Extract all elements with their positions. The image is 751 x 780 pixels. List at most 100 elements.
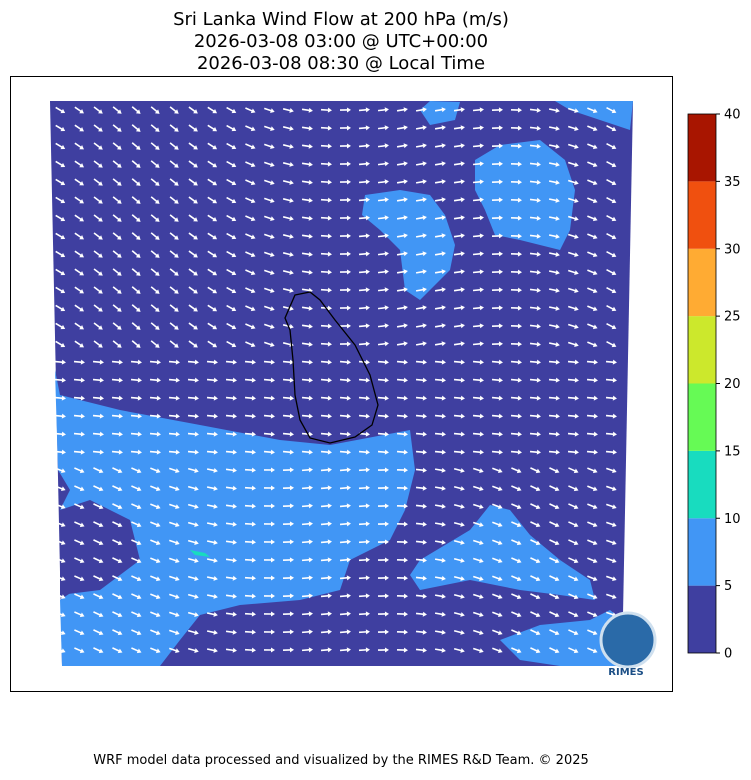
wind-arrow [358,107,370,113]
wind-arrow [434,539,446,545]
wind-arrow [93,521,104,528]
wind-arrow [453,107,465,113]
wind-arrow [339,179,351,185]
wind-arrow [453,468,465,473]
wind-arrow [245,179,256,186]
wind-arrow [415,575,427,581]
wind-arrow [320,521,332,527]
wind-arrow [244,557,256,563]
wind-arrow [510,323,522,329]
wind-arrow [453,431,465,437]
wind-arrow [112,485,123,492]
wind-arrow [169,214,179,222]
wind-arrow [111,377,123,383]
wind-arrow [73,377,85,383]
wind-arrow [74,593,85,600]
wind-arrow [282,198,294,203]
wind-arrow [169,322,179,330]
wind-arrow [282,575,294,581]
wind-arrow [244,449,256,455]
wind-arrow [453,341,465,347]
wind-arrow [548,179,560,185]
wind-arrow [396,341,408,347]
wind-arrow [93,557,104,564]
wind-arrow [472,395,484,401]
wind-arrow [263,395,275,401]
wind-arrow [396,467,408,473]
wind-arrow [55,268,66,276]
wind-arrow [282,126,294,131]
wind-arrow [263,593,275,599]
wind-arrow [207,160,218,168]
wind-arrow [188,178,198,186]
wind-arrow [263,557,275,563]
wind-arrow [245,107,256,114]
wind-arrow [567,449,579,455]
wind-arrow [131,160,141,168]
wind-arrow [245,143,256,150]
wind-arrow [74,557,85,564]
wind-arrow [206,431,218,437]
wind-arrow [339,467,351,473]
wind-arrow [301,521,313,527]
wind-arrow [586,449,598,455]
wind-arrow [587,251,598,258]
wind-arrow [358,269,370,275]
colorbar-bin [688,450,716,519]
wind-arrow [472,197,484,203]
wind-arrow [301,575,313,581]
wind-arrow [453,377,465,383]
wind-arrow [320,647,332,653]
wind-arrow [73,413,85,419]
wind-arrow [358,215,370,221]
wind-arrow [377,377,389,383]
wind-arrow [131,340,141,348]
wind-arrow [453,215,465,221]
wind-arrow [93,611,104,618]
wind-arrow [301,323,313,329]
wind-region [190,550,210,557]
wind-arrows [54,106,617,654]
wind-arrow [568,485,579,492]
wind-arrow [226,124,237,132]
wind-arrow [567,305,579,311]
wind-arrow [415,107,427,113]
wind-arrow [169,521,180,528]
wind-arrow [434,611,446,617]
wind-arrow [415,143,427,149]
wind-arrow [54,395,66,401]
wind-arrow [605,377,617,383]
wind-arrow [587,269,598,276]
wind-arrow [434,377,446,383]
wind-arrow [587,629,598,636]
wind-arrow [263,413,275,419]
colorbar: 0 5 10 15 20 25 30 35 40 [687,108,741,662]
wind-arrow [453,504,465,509]
wind-arrow [510,341,522,347]
wind-arrow [225,449,237,455]
wind-arrow [74,160,84,168]
wind-arrow [112,467,123,474]
wind-arrow [131,611,142,618]
wind-arrow [377,125,389,131]
wind-arrow [168,395,180,401]
colorbar-tick-label: 40 [724,108,741,123]
wind-arrow [434,107,446,113]
wind-arrow [396,305,408,311]
wind-arrow [587,503,598,510]
wind-arrow [188,142,198,150]
wind-arrow [377,287,389,293]
wind-arrow [320,575,332,581]
wind-arrow [549,485,560,492]
wind-arrow [150,593,161,600]
wind-arrow [74,340,84,348]
wind-arrow [606,215,617,222]
wind-arrow [264,161,275,168]
wind-arrow [453,323,465,329]
wind-arrow [150,178,160,186]
wind-arrow [226,106,237,114]
wind-arrow [92,413,104,419]
wind-arrow [472,485,484,491]
wind-arrow [74,467,85,474]
